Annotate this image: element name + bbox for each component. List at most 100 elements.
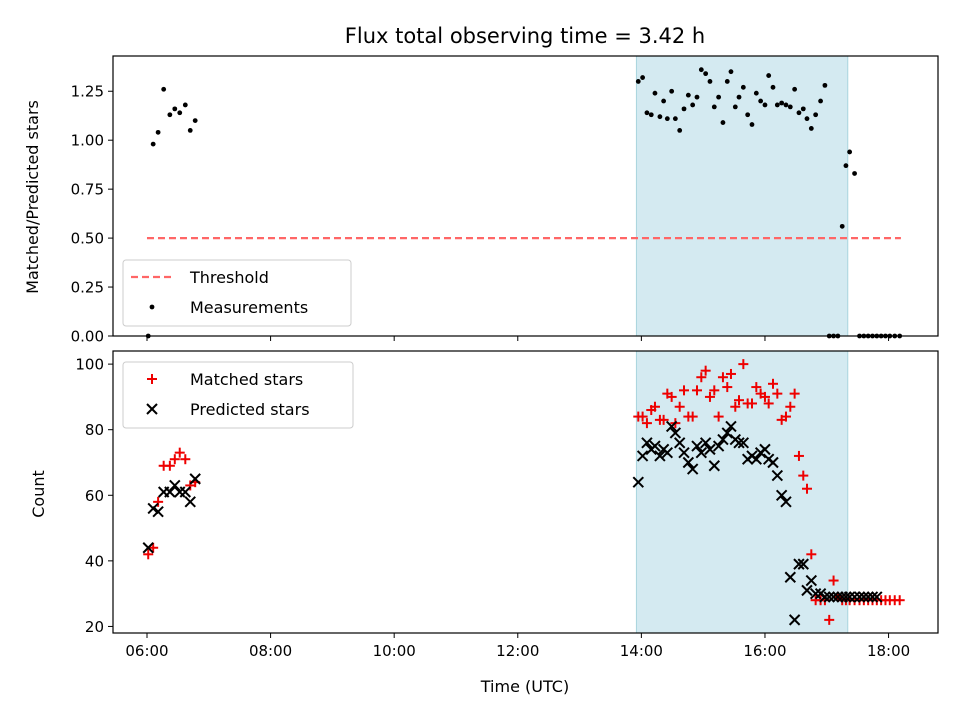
matched-point bbox=[738, 359, 749, 370]
chart-title: Flux total observing time = 3.42 h bbox=[345, 24, 705, 48]
measurement-point bbox=[728, 69, 734, 75]
measurement-point bbox=[669, 88, 675, 94]
predicted-point bbox=[147, 502, 159, 515]
predicted-point-b bbox=[695, 446, 708, 459]
predicted-point-b bbox=[169, 479, 181, 492]
matched-point bbox=[174, 447, 185, 458]
top-ytick-label: 0.00 bbox=[71, 328, 104, 346]
predicted-point-b bbox=[759, 443, 771, 456]
legend-threshold-label: Threshold bbox=[189, 268, 269, 287]
predicted-point-b bbox=[827, 591, 840, 603]
matched-point bbox=[641, 418, 652, 429]
predicted-point-b bbox=[699, 437, 712, 449]
measurement-point bbox=[182, 102, 188, 108]
measurement-point bbox=[724, 79, 730, 84]
measurement-point bbox=[187, 128, 193, 133]
matched-point bbox=[696, 372, 707, 383]
predicted-point-b bbox=[809, 587, 822, 600]
legend-top: Threshold Measurements bbox=[122, 259, 352, 327]
measurement-point bbox=[150, 141, 156, 147]
measurement-point bbox=[652, 90, 658, 96]
predicted-point-b bbox=[733, 437, 745, 449]
measurement-point bbox=[839, 223, 845, 229]
predicted-point bbox=[686, 463, 699, 475]
predicted-point-b bbox=[665, 420, 678, 433]
predicted-point bbox=[725, 420, 737, 433]
measurement-point bbox=[796, 110, 802, 116]
predicted-point bbox=[823, 591, 835, 603]
matched-point bbox=[793, 450, 804, 461]
matched-point bbox=[649, 401, 660, 412]
measurement-point bbox=[783, 102, 789, 108]
matched-point bbox=[153, 496, 164, 507]
predicted-point bbox=[797, 558, 809, 570]
top-ytick-label: 0.75 bbox=[71, 181, 104, 199]
predicted-point-b bbox=[721, 427, 733, 439]
legend-measurements-label: Measurements bbox=[190, 298, 308, 317]
legend-top-frame bbox=[122, 259, 352, 327]
measurement-point bbox=[192, 118, 198, 124]
predicted-point bbox=[142, 542, 154, 554]
predicted-point bbox=[704, 443, 716, 456]
matched-point bbox=[746, 398, 757, 409]
predicted-point-b bbox=[189, 473, 201, 485]
x-axis-label: Time (UTC) bbox=[480, 677, 569, 696]
predicted-point bbox=[669, 427, 682, 439]
measurement-point bbox=[762, 102, 768, 108]
predicted-point bbox=[712, 440, 725, 452]
measurement-point bbox=[703, 71, 709, 77]
matched-point bbox=[148, 542, 159, 553]
predicted-point-b bbox=[797, 558, 809, 570]
predicted-point-b bbox=[793, 558, 805, 570]
predicted-point-b bbox=[717, 433, 729, 446]
predicted-point bbox=[654, 450, 666, 462]
predicted-point-b bbox=[801, 584, 813, 597]
matched-point bbox=[704, 391, 715, 402]
matched-point bbox=[806, 549, 817, 560]
xtick-label: 18:00 bbox=[867, 642, 910, 660]
legend-measurements-swatch bbox=[149, 304, 155, 310]
predicted-point-b bbox=[871, 591, 883, 603]
predicted-point-b bbox=[725, 420, 737, 433]
predicted-point-b bbox=[636, 450, 649, 462]
legend-bottom: Matched stars Predicted stars bbox=[122, 361, 354, 429]
top-ytick-label: 0.50 bbox=[71, 230, 104, 248]
legend-predicted-label: Predicted stars bbox=[190, 400, 310, 419]
predicted-point-b bbox=[708, 460, 720, 472]
bottom-ytick-label: 40 bbox=[85, 552, 104, 570]
measurement-point bbox=[753, 90, 759, 96]
matched-point bbox=[768, 378, 778, 389]
measurement-point bbox=[711, 104, 717, 110]
measurement-point bbox=[749, 122, 755, 127]
bottom-axes-frame bbox=[112, 350, 939, 634]
measurement-point bbox=[745, 112, 751, 118]
bottom-y-axis-label: Count bbox=[29, 470, 48, 518]
measurement-point bbox=[661, 98, 667, 104]
top-y-axis-label: Matched/Predicted stars bbox=[23, 100, 42, 294]
predicted-point-b bbox=[775, 489, 788, 501]
measurement-point bbox=[644, 110, 650, 116]
bottom-ytick-label: 60 bbox=[85, 487, 104, 505]
predicted-point-b bbox=[147, 502, 159, 515]
measurement-point bbox=[779, 100, 785, 106]
matched-point bbox=[679, 385, 690, 396]
measurement-point bbox=[766, 73, 772, 78]
predicted-point-b bbox=[661, 446, 674, 459]
predicted-point bbox=[691, 440, 703, 452]
bottom-ytick-label: 100 bbox=[75, 356, 104, 374]
predicted-point-b bbox=[788, 614, 801, 626]
predicted-point bbox=[641, 437, 653, 449]
measurement-point bbox=[161, 86, 167, 92]
measurement-point bbox=[852, 171, 857, 176]
predicted-point bbox=[661, 446, 674, 459]
predicted-point bbox=[695, 446, 708, 459]
predicted-point bbox=[750, 453, 763, 465]
matched-point bbox=[894, 595, 905, 606]
predicted-point bbox=[164, 486, 176, 498]
predicted-point bbox=[805, 574, 818, 587]
predicted-point-b bbox=[152, 505, 164, 518]
measurement-point bbox=[770, 84, 776, 90]
matched-point bbox=[780, 411, 791, 422]
matched-point bbox=[824, 614, 835, 625]
predicted-point bbox=[840, 591, 852, 603]
